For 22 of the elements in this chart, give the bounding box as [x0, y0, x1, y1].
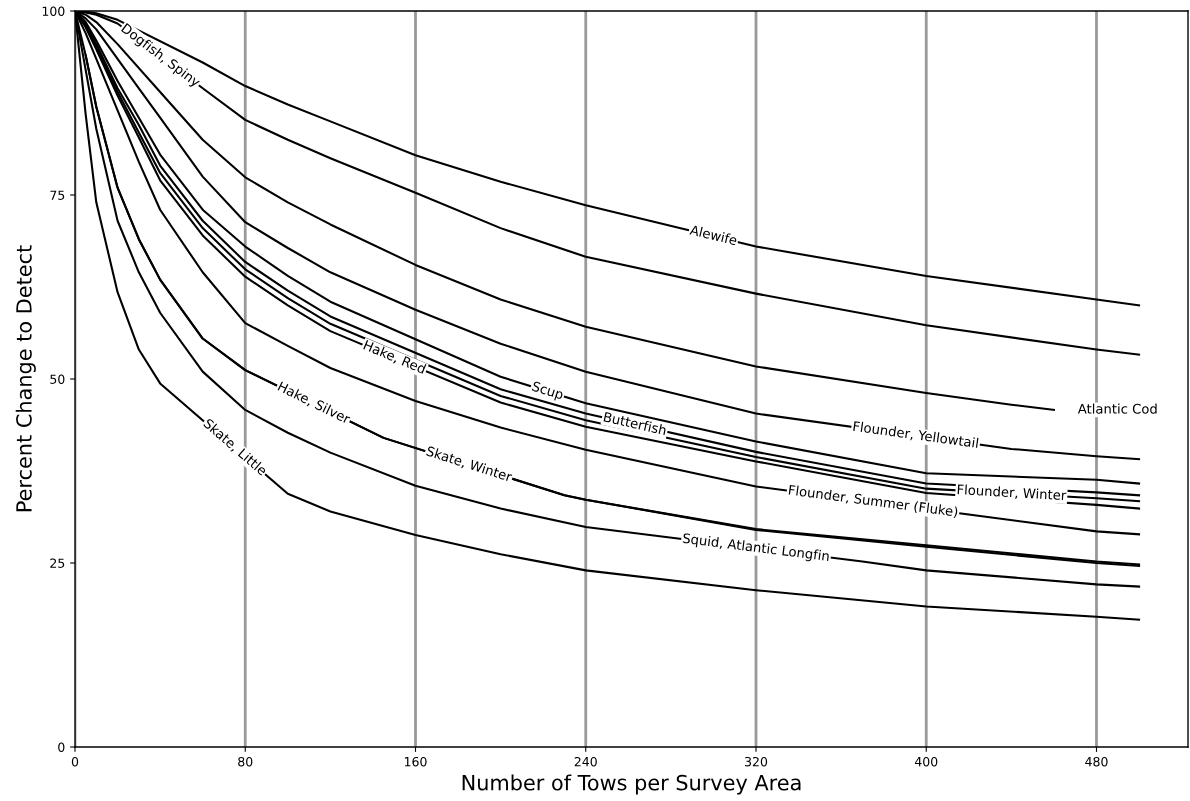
y-tick-label: 0	[58, 742, 65, 752]
text: Flounder, Summer (Fluke)	[788, 484, 958, 519]
x-tick-label: 400	[914, 756, 938, 767]
text: Flounder, Yellowtail	[852, 420, 979, 450]
x-tick-label: 0	[71, 756, 79, 767]
y-axis-title: Percent Change to Detect	[15, 245, 36, 512]
text: Scup	[530, 380, 565, 403]
text: Alewife	[689, 224, 738, 246]
y-tick-label: 25	[50, 558, 65, 568]
text: Squid, Atlantic Longfin	[682, 532, 830, 564]
y-tick-label: 75	[50, 190, 65, 200]
x-tick-label: 160	[404, 756, 427, 767]
x-tick-label: 480	[1085, 756, 1108, 767]
x-tick-label: 80	[238, 756, 253, 767]
y-tick-label: 50	[50, 374, 65, 384]
y-tick-label: 100	[42, 6, 65, 16]
x-axis-title: Number of Tows per Survey Area	[462, 774, 801, 795]
x-tick-label: 320	[745, 756, 768, 767]
text: Skate, Winter	[425, 445, 514, 484]
x-tick-label: 240	[574, 756, 597, 767]
series-label: Flounder, Winter	[957, 484, 1067, 502]
series-label: Atlantic Cod	[1077, 403, 1157, 414]
